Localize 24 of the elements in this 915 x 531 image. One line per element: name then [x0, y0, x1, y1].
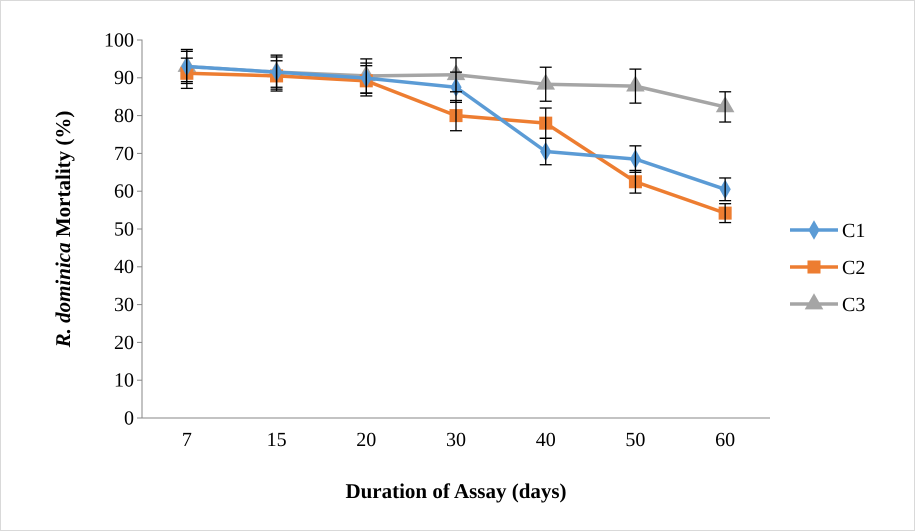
- y-tick-label: 80: [114, 105, 134, 127]
- y-tick-label: 20: [114, 332, 134, 354]
- y-tick-label: 90: [114, 67, 134, 90]
- legend-label: C3: [842, 294, 866, 316]
- y-tick-label: 0: [124, 407, 134, 430]
- x-tick-label: 15: [266, 429, 287, 452]
- legend-label: C1: [842, 220, 866, 242]
- x-tick-label: 30: [446, 429, 466, 452]
- legend-label: C2: [842, 257, 866, 279]
- y-tick-label: 40: [114, 256, 134, 278]
- y-tick-label: 10: [114, 370, 134, 392]
- y-tick-label: 50: [114, 218, 134, 240]
- x-tick-label: 20: [356, 429, 376, 452]
- y-axis-title: R. dominica Mortality (%): [51, 110, 75, 348]
- y-tick-label: 30: [114, 294, 134, 316]
- x-tick-label: 60: [715, 429, 736, 452]
- x-tick-label: 40: [536, 429, 556, 452]
- y-tick-label: 70: [114, 142, 134, 165]
- y-tick-label: 60: [114, 180, 134, 203]
- x-axis-title: Duration of Assay (days): [345, 479, 567, 503]
- x-tick-label: 7: [182, 429, 192, 452]
- point: [628, 175, 642, 188]
- y-tick-label: 100: [104, 29, 134, 52]
- x-tick-label: 50: [625, 429, 646, 452]
